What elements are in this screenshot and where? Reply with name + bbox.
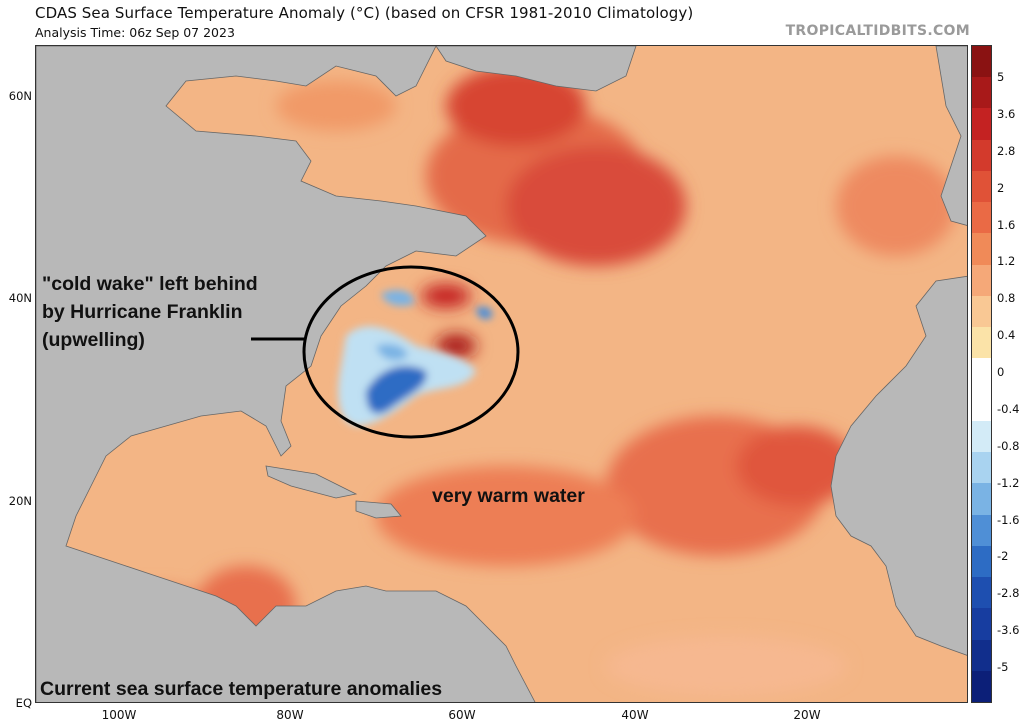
colorbar-label: 5 bbox=[997, 70, 1005, 84]
colorbar-segment bbox=[972, 670, 991, 703]
colorbar-label: 1.2 bbox=[997, 254, 1016, 269]
colorbar-segment bbox=[972, 108, 991, 141]
colorbar-segment bbox=[972, 483, 991, 516]
sst-anomaly-map bbox=[35, 45, 968, 703]
colorbar-label: -1.6 bbox=[997, 512, 1020, 527]
colorbar-segment bbox=[972, 639, 991, 672]
hispaniola bbox=[355, 500, 402, 519]
colorbar-label: -1.2 bbox=[997, 475, 1020, 490]
colorbar-label: 0.4 bbox=[997, 328, 1016, 343]
lat-label-60n: 60N bbox=[8, 89, 32, 103]
colorbar-segment bbox=[972, 139, 991, 172]
watermark: TROPICALTIDBITS.COM bbox=[785, 23, 970, 39]
colorbar-label: 2.8 bbox=[997, 143, 1016, 158]
cold-wake-line-2: by Hurricane Franklin bbox=[42, 301, 243, 323]
colorbar-segment bbox=[972, 327, 991, 359]
colorbar-label: -0.8 bbox=[997, 438, 1020, 453]
colorbar-label: -3.6 bbox=[997, 623, 1020, 638]
colorbar-segment bbox=[972, 545, 991, 578]
analysis-time: Analysis Time: 06z Sep 07 2023 bbox=[35, 25, 235, 40]
lon-label-80w: 80W bbox=[276, 708, 304, 722]
land bbox=[36, 46, 967, 702]
colorbar-segment bbox=[972, 577, 991, 609]
caption: Current sea surface temperature anomalie… bbox=[40, 678, 443, 700]
africa bbox=[830, 275, 967, 656]
colorbar-segment bbox=[972, 389, 991, 422]
cuba bbox=[265, 465, 358, 499]
colorbar-segment bbox=[972, 420, 991, 453]
colorbar-label: 2 bbox=[997, 180, 1005, 195]
colorbar bbox=[971, 45, 992, 703]
lat-label-20n: 20N bbox=[8, 494, 32, 508]
cold-wake-circle bbox=[302, 265, 520, 439]
colorbar-label: -5 bbox=[997, 660, 1009, 674]
greenland bbox=[435, 46, 637, 92]
colorbar-segment bbox=[972, 358, 991, 391]
colorbar-label: -2.8 bbox=[997, 586, 1020, 601]
colorbar-segment bbox=[972, 608, 991, 641]
colorbar-segment bbox=[972, 202, 991, 234]
colorbar-segment bbox=[972, 170, 991, 203]
colorbar-segment bbox=[972, 46, 991, 78]
warm-water-annotation: very warm water bbox=[432, 485, 585, 507]
lon-label-60w: 60W bbox=[448, 708, 476, 722]
colorbar-label: -0.4 bbox=[997, 401, 1020, 416]
map-title: CDAS Sea Surface Temperature Anomaly (°C… bbox=[35, 4, 694, 22]
colorbar-segment bbox=[972, 295, 991, 328]
colorbar-label: 3.6 bbox=[997, 106, 1016, 121]
lon-label-40w: 40W bbox=[621, 708, 649, 722]
cold-wake-annotation: "cold wake" left behind by Hurricane Fra… bbox=[42, 270, 258, 354]
colorbar-label: -2 bbox=[997, 549, 1009, 564]
colorbar-label: 1.6 bbox=[997, 217, 1016, 232]
colorbar-segment bbox=[972, 77, 991, 109]
americas bbox=[36, 46, 536, 702]
colorbar-segment bbox=[972, 514, 991, 547]
colorbar-segment bbox=[972, 233, 991, 266]
colorbar-segment bbox=[972, 264, 991, 297]
lon-label-100w: 100W bbox=[101, 708, 137, 722]
lat-label-eq: EQ bbox=[15, 696, 32, 710]
colorbar-segment bbox=[972, 452, 991, 484]
colorbar-label: 0.8 bbox=[997, 291, 1016, 306]
lat-label-40n: 40N bbox=[8, 291, 32, 305]
cold-wake-line-1: "cold wake" left behind bbox=[42, 273, 258, 295]
cold-wake-line-3: (upwelling) bbox=[42, 329, 145, 351]
europe bbox=[935, 46, 967, 226]
lon-label-20w: 20W bbox=[793, 708, 821, 722]
colorbar-label: 0 bbox=[997, 365, 1005, 379]
